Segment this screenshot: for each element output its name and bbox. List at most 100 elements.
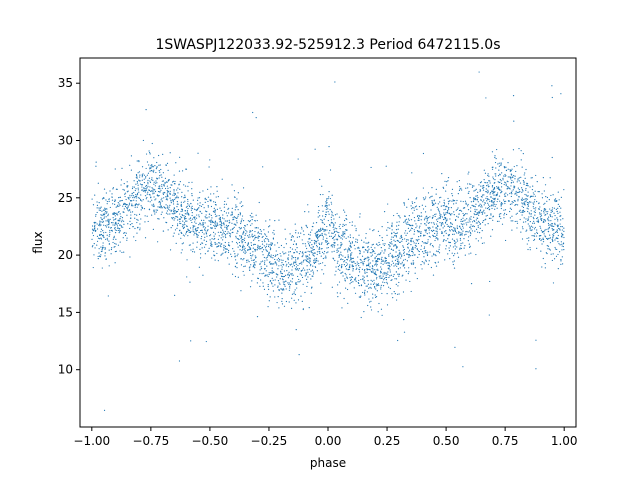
data-point	[524, 172, 526, 174]
data-point	[291, 255, 293, 257]
data-point	[388, 247, 390, 249]
data-point	[405, 279, 407, 281]
data-point	[345, 248, 347, 250]
data-point	[242, 247, 244, 249]
data-point	[127, 209, 129, 211]
data-point	[557, 207, 559, 209]
data-point	[102, 242, 104, 244]
data-point	[275, 262, 277, 264]
data-point	[544, 235, 546, 237]
data-point	[304, 259, 306, 261]
data-point	[112, 188, 114, 190]
data-point	[223, 244, 225, 246]
data-point	[180, 216, 182, 218]
data-point	[552, 237, 554, 239]
data-point	[330, 201, 332, 203]
data-point	[402, 291, 405, 293]
data-point	[431, 200, 433, 202]
data-point	[388, 264, 390, 267]
data-point	[368, 287, 370, 289]
data-point	[465, 213, 467, 215]
data-point	[271, 242, 274, 244]
data-point	[265, 274, 267, 276]
data-point	[323, 250, 326, 253]
data-point	[209, 159, 211, 161]
data-point	[162, 172, 164, 174]
data-point	[356, 263, 358, 265]
data-point	[281, 300, 283, 302]
data-point	[343, 219, 346, 222]
data-point	[527, 185, 529, 187]
data-point	[216, 215, 218, 217]
data-point	[213, 235, 215, 237]
data-point	[162, 193, 165, 195]
data-point	[443, 199, 445, 201]
data-point	[422, 187, 424, 189]
data-point	[340, 237, 342, 239]
data-point	[453, 213, 455, 216]
data-point	[403, 202, 405, 205]
data-point	[114, 199, 116, 201]
data-point	[220, 254, 222, 256]
data-point	[268, 261, 271, 263]
data-point	[320, 255, 322, 257]
data-point	[204, 197, 206, 199]
data-point	[327, 198, 329, 200]
data-point	[153, 157, 155, 159]
data-point	[279, 259, 281, 261]
data-point	[540, 235, 542, 237]
data-point	[224, 230, 226, 233]
data-point	[309, 259, 311, 261]
data-point	[263, 288, 266, 290]
data-point	[525, 187, 527, 190]
data-point	[143, 190, 146, 192]
data-point	[160, 207, 162, 209]
data-point	[187, 190, 189, 192]
data-point	[133, 180, 135, 182]
data-point	[403, 252, 405, 255]
data-point	[173, 219, 175, 221]
data-point	[323, 273, 325, 275]
data-point	[544, 208, 547, 210]
data-point	[284, 285, 286, 287]
data-point	[268, 288, 270, 291]
data-point	[257, 247, 259, 249]
data-point	[115, 188, 118, 190]
data-point	[214, 259, 216, 261]
data-point	[554, 198, 557, 200]
data-point	[434, 215, 436, 218]
data-point	[445, 232, 447, 234]
data-point	[142, 173, 144, 175]
data-point	[307, 271, 309, 273]
data-point	[105, 238, 107, 240]
data-point	[483, 194, 485, 196]
data-point	[374, 257, 376, 259]
data-point	[96, 240, 99, 242]
data-point	[236, 267, 238, 269]
data-point	[159, 203, 161, 205]
data-point	[557, 268, 559, 270]
data-point	[458, 209, 461, 212]
data-point	[283, 253, 285, 255]
data-point	[456, 252, 459, 254]
data-point	[397, 268, 400, 270]
data-point	[351, 276, 354, 278]
data-point	[281, 278, 284, 280]
data-point	[138, 160, 140, 163]
data-point	[446, 219, 448, 222]
data-point	[526, 237, 528, 240]
data-point	[271, 272, 273, 275]
data-point	[124, 234, 127, 237]
data-point	[333, 246, 335, 248]
data-point	[510, 178, 512, 180]
data-point	[291, 297, 293, 299]
data-point	[210, 205, 213, 208]
data-point	[378, 241, 380, 244]
data-point	[378, 258, 380, 260]
data-point	[128, 198, 130, 200]
data-point	[242, 259, 244, 261]
data-point	[233, 223, 235, 225]
data-point	[512, 176, 514, 179]
data-point	[349, 250, 351, 252]
